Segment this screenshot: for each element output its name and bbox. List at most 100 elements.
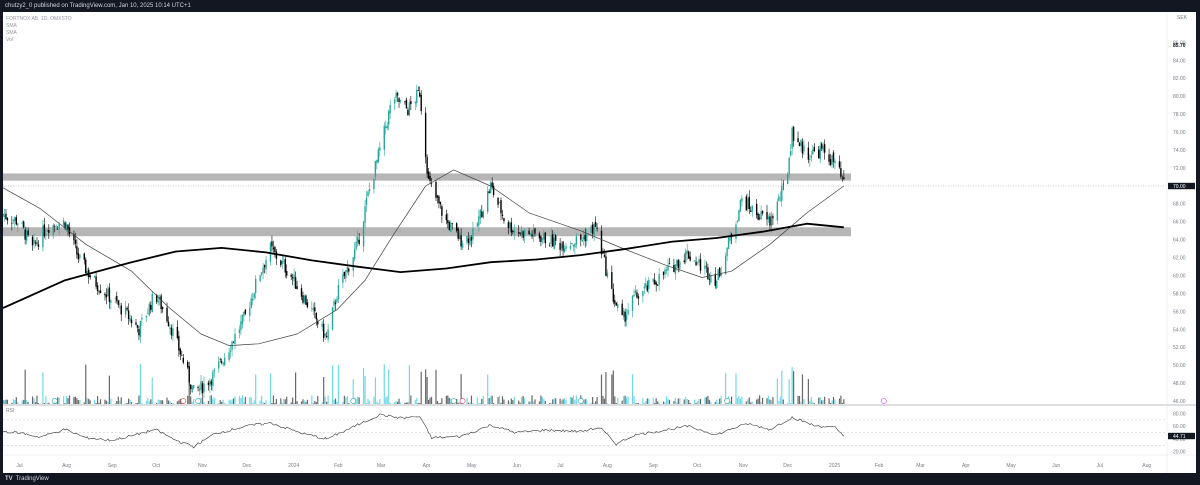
volume-bar xyxy=(787,402,789,404)
volume-bar xyxy=(15,397,17,404)
event-marker-icon[interactable] xyxy=(724,398,731,404)
volume-bar xyxy=(275,398,277,404)
candle-body xyxy=(705,266,708,268)
candle-body xyxy=(786,173,789,184)
volume-bar xyxy=(321,401,323,404)
volume-bar xyxy=(602,395,604,404)
volume-legend[interactable]: Vol xyxy=(6,37,13,43)
symbol-legend[interactable]: FORTNOX AB, 1D, OMXSTO xyxy=(6,16,72,22)
price-tick-label: 64.00 xyxy=(1173,238,1186,244)
candle-body xyxy=(571,243,573,245)
candle-body xyxy=(584,234,586,242)
candle-body xyxy=(27,230,29,235)
candle-body xyxy=(631,295,634,312)
event-marker-icon[interactable] xyxy=(180,398,187,404)
volume-bar xyxy=(166,397,168,404)
volume-bar xyxy=(14,400,16,404)
volume-bar xyxy=(696,401,699,404)
candle-body xyxy=(708,278,711,280)
volume-bar xyxy=(529,401,532,404)
chart-svg[interactable]: RSI SEK 86.00 84.00 82.00 80.00 78.00 76.00 74.… xyxy=(3,12,1196,473)
volume-bar xyxy=(725,373,727,404)
candle-body xyxy=(655,282,657,286)
volume-bar xyxy=(478,403,480,404)
candle-body xyxy=(519,232,521,234)
candle-body xyxy=(695,261,697,266)
candle-body xyxy=(306,302,309,308)
event-marker-icon[interactable] xyxy=(195,398,201,404)
volume-bar xyxy=(447,395,449,404)
candle-body xyxy=(455,223,458,231)
candle-body xyxy=(317,320,319,325)
volume-bar xyxy=(150,399,152,404)
candle-body xyxy=(405,99,408,109)
candle-body xyxy=(698,259,700,263)
price-tick-label: 86.00 xyxy=(1173,40,1186,46)
footer-brand[interactable]: TradingView xyxy=(15,476,49,482)
volume-bar xyxy=(524,398,526,404)
candle-body xyxy=(813,146,815,151)
volume-bar xyxy=(292,397,294,404)
candle-body xyxy=(720,273,722,276)
candle-body xyxy=(231,341,233,350)
volume-bar xyxy=(528,401,530,404)
volume-bar xyxy=(3,400,6,404)
candle-body xyxy=(187,361,189,368)
candle-body xyxy=(129,318,131,322)
candle-body xyxy=(77,253,80,260)
volume-bar xyxy=(77,400,79,404)
volume-bar xyxy=(311,395,313,404)
axes: SEK 86.00 84.00 82.00 80.00 78.00 76.00 74.00 72… xyxy=(3,12,1196,473)
volume-bar xyxy=(800,402,802,404)
volume-bar xyxy=(62,396,65,404)
candle-body xyxy=(83,253,85,260)
volume-bar xyxy=(662,401,665,404)
candle-body xyxy=(470,237,473,241)
event-marker-icon[interactable] xyxy=(51,398,58,404)
event-marker-icon[interactable] xyxy=(459,398,466,404)
volume-bar xyxy=(161,400,164,404)
candle-body xyxy=(543,232,545,240)
candle-body xyxy=(522,231,524,238)
event-marker-icon[interactable] xyxy=(577,398,584,404)
candle-body xyxy=(213,369,216,372)
rsi-tick-label: 20.00 xyxy=(1173,450,1186,456)
candle-body xyxy=(479,209,482,219)
candle-body xyxy=(62,220,65,226)
candle-body xyxy=(253,293,255,298)
volume-bar xyxy=(31,396,34,404)
candle-body xyxy=(130,319,133,324)
tradingview-logo-icon[interactable]: TV xyxy=(5,476,13,482)
candle-body xyxy=(788,157,790,174)
candle-body xyxy=(710,275,712,283)
volume-bar xyxy=(759,395,761,404)
indicator-legend-2[interactable]: SMA xyxy=(6,30,17,36)
chart-pane[interactable]: RSI SEK 86.00 84.00 82.00 80.00 78.00 76.00 74.… xyxy=(3,12,1196,473)
candle-body xyxy=(167,321,170,327)
candle-body xyxy=(218,361,220,369)
volume-bar xyxy=(283,399,285,404)
volume-bar xyxy=(624,395,626,404)
volume-bar xyxy=(450,398,452,404)
volume-bar xyxy=(822,400,824,404)
time-tick-label: Feb xyxy=(875,463,884,469)
volume-bar xyxy=(590,402,592,404)
candle-body xyxy=(451,223,453,224)
candle-body xyxy=(67,224,69,230)
candle-body xyxy=(107,288,109,296)
volume-bar xyxy=(170,403,173,404)
candle-body xyxy=(198,388,201,391)
candle-body xyxy=(807,147,810,160)
volume-bar xyxy=(476,397,478,404)
volume-bar xyxy=(497,397,499,404)
volume-bar xyxy=(200,397,202,404)
volume-bar xyxy=(379,399,381,404)
event-marker-icon[interactable] xyxy=(450,398,457,404)
indicator-legend-1[interactable]: SMA xyxy=(6,23,17,29)
event-marker-icon[interactable] xyxy=(880,398,887,404)
volume-bar xyxy=(222,399,224,404)
candle-body xyxy=(377,149,380,162)
event-marker-icon[interactable] xyxy=(350,398,357,404)
event-markers xyxy=(51,398,887,404)
volume-bar xyxy=(193,399,195,404)
